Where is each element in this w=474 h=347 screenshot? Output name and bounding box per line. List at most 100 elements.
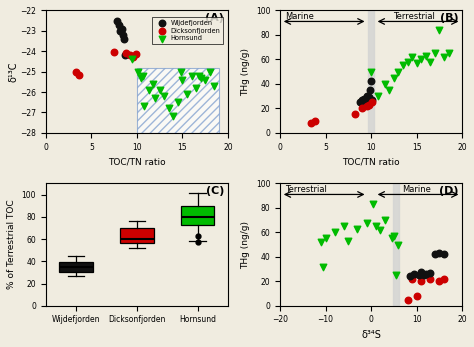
Point	[440, 276, 448, 282]
Point	[390, 75, 398, 81]
Point	[368, 100, 376, 105]
Point	[385, 87, 393, 93]
Point	[360, 96, 368, 101]
PathPatch shape	[59, 262, 93, 272]
Point	[331, 230, 338, 235]
Text: (B): (B)	[440, 13, 459, 23]
Point	[368, 97, 376, 102]
Hornsund	[195, 73, 203, 78]
Point	[356, 100, 364, 105]
Text: Terrestrial: Terrestrial	[393, 12, 435, 21]
Point	[362, 98, 369, 104]
Dicksonfjorden	[122, 50, 130, 56]
Point	[366, 87, 374, 93]
Dicksonfjorden	[132, 51, 140, 57]
Hornsund	[160, 93, 168, 99]
Hornsund	[151, 95, 159, 101]
Point	[354, 226, 361, 231]
Point	[365, 100, 372, 105]
Hornsund	[149, 81, 157, 87]
Point	[372, 223, 380, 229]
Point	[410, 271, 418, 277]
Point	[431, 252, 439, 257]
Hornsund	[165, 105, 173, 111]
Hornsund	[183, 91, 191, 97]
X-axis label: TOC/TN ratio: TOC/TN ratio	[108, 157, 166, 166]
Text: Marine: Marine	[402, 185, 431, 194]
Point	[408, 54, 416, 60]
Point	[363, 93, 370, 99]
Point	[445, 50, 452, 56]
Wijdefjorden	[115, 22, 122, 27]
Bar	[137, 68, 219, 133]
Point	[358, 105, 366, 111]
Hornsund	[197, 75, 204, 81]
Point	[392, 272, 400, 278]
Bar	[368, 10, 374, 133]
Text: Terrestrial: Terrestrial	[285, 185, 327, 194]
Point	[370, 202, 377, 207]
Point	[422, 53, 429, 59]
Wijdefjorden	[121, 52, 129, 58]
Point	[427, 270, 434, 276]
Point	[317, 239, 325, 245]
Point	[381, 217, 389, 223]
Point	[418, 279, 425, 284]
Point	[311, 118, 319, 123]
Dicksonfjorden	[72, 69, 80, 74]
PathPatch shape	[181, 206, 214, 225]
Y-axis label: δ¹³C: δ¹³C	[9, 61, 18, 82]
Legend: Wijdefjorden, Dicksonfjorden, Hornsund: Wijdefjorden, Dicksonfjorden, Hornsund	[152, 17, 223, 44]
X-axis label: δ³⁴S: δ³⁴S	[361, 330, 381, 340]
Hornsund	[210, 83, 218, 89]
Point	[340, 223, 347, 229]
Text: (C): (C)	[206, 186, 224, 196]
Point	[413, 293, 420, 299]
Point	[404, 59, 411, 65]
Point	[440, 54, 448, 60]
Point	[415, 272, 423, 278]
Point	[374, 93, 382, 99]
Point	[419, 272, 427, 278]
Hornsund	[174, 100, 182, 105]
Point	[418, 269, 425, 274]
Point	[364, 96, 371, 101]
Point	[440, 251, 448, 256]
Point	[367, 79, 375, 84]
Point	[436, 279, 443, 284]
Point	[431, 50, 439, 56]
Wijdefjorden	[117, 28, 124, 34]
Point	[408, 276, 416, 282]
Point	[427, 276, 434, 282]
Y-axis label: THg (ng/g): THg (ng/g)	[241, 221, 250, 269]
Wijdefjorden	[119, 32, 127, 38]
Point	[422, 271, 429, 277]
Point	[395, 69, 402, 74]
Point	[436, 27, 443, 33]
Hornsund	[134, 69, 142, 74]
Point	[388, 236, 395, 241]
Hornsund	[128, 57, 136, 62]
Point	[418, 57, 425, 62]
Y-axis label: THg (ng/g): THg (ng/g)	[241, 48, 250, 96]
Hornsund	[192, 85, 200, 91]
Hornsund	[201, 77, 209, 83]
Point	[427, 59, 434, 65]
Hornsund	[179, 77, 186, 83]
Hornsund	[140, 103, 148, 109]
Hornsund	[177, 69, 184, 74]
Point	[365, 94, 373, 100]
Point	[363, 103, 370, 109]
Point	[367, 69, 375, 74]
Point	[390, 233, 398, 239]
Text: (A): (A)	[206, 13, 224, 23]
Point	[365, 102, 373, 108]
Point	[381, 81, 389, 87]
Wijdefjorden	[120, 36, 128, 42]
X-axis label: TOC/TN ratio: TOC/TN ratio	[342, 157, 400, 166]
Point	[358, 97, 366, 102]
Hornsund	[156, 87, 164, 93]
Point	[345, 238, 352, 244]
Dicksonfjorden	[76, 72, 83, 77]
Bar	[393, 184, 400, 306]
